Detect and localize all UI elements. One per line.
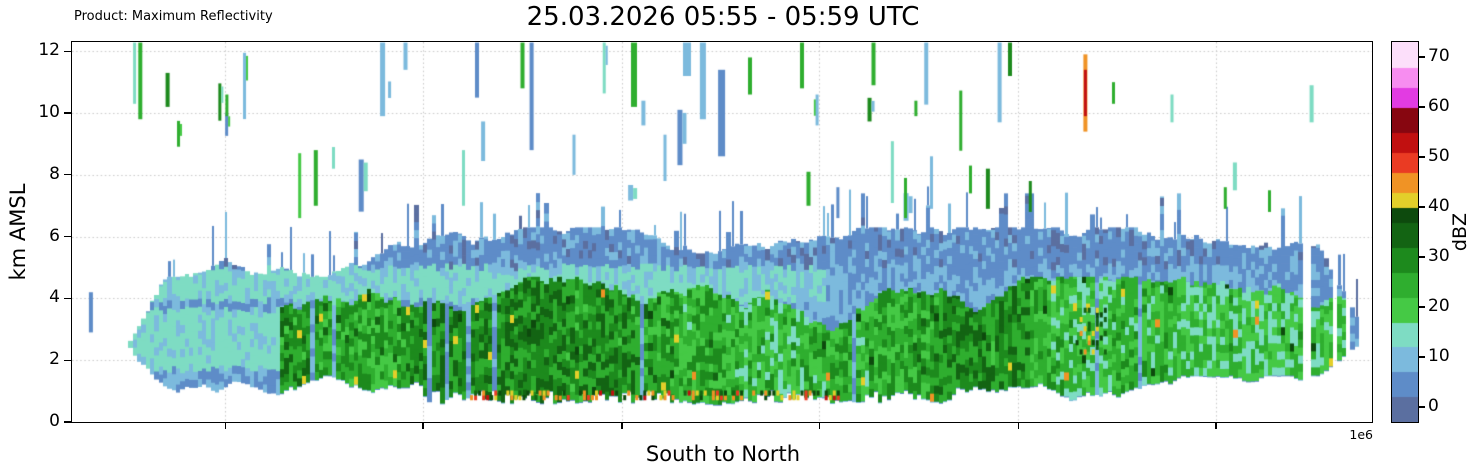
colorbar-tick xyxy=(1418,306,1425,308)
x-axis-tick xyxy=(621,422,623,429)
colorbar-tick-label: 30 xyxy=(1428,246,1450,266)
y-axis-tick-label: 0 xyxy=(49,411,60,431)
colorbar-tick-label: 10 xyxy=(1428,346,1450,366)
x-axis-tick xyxy=(1215,422,1217,429)
y-axis-tick xyxy=(64,235,72,238)
colorbar-tick xyxy=(1418,206,1425,208)
x-axis-tick xyxy=(224,422,227,429)
colorbar-tick-label: 20 xyxy=(1428,296,1450,316)
colorbar-gradient xyxy=(1392,42,1418,422)
reflectivity-heatmap xyxy=(72,42,1372,422)
y-axis-tick xyxy=(64,112,72,114)
y-axis-tick-label: 4 xyxy=(49,287,60,308)
y-axis-tick xyxy=(64,421,72,423)
y-axis-tick-label: 12 xyxy=(38,40,60,61)
colorbar-tick xyxy=(1418,56,1425,58)
colorbar-tick-label: 70 xyxy=(1428,46,1450,66)
colorbar-tick-label: 0 xyxy=(1428,396,1439,416)
y-axis-tick-label: 8 xyxy=(49,163,60,184)
product-label: Product: Maximum Reflectivity xyxy=(74,9,273,24)
y-axis-tick xyxy=(64,297,72,300)
y-axis-tick xyxy=(64,50,72,52)
y-axis-tick xyxy=(64,359,72,361)
y-axis-tick-label: 6 xyxy=(49,225,60,246)
colorbar-tick-label: 50 xyxy=(1428,146,1450,166)
colorbar-tick xyxy=(1418,356,1425,358)
y-axis-tick-label: 2 xyxy=(49,349,60,370)
y-axis-tick-label: 10 xyxy=(38,102,60,123)
colorbar-tick xyxy=(1418,406,1425,408)
x-axis-label: South to North xyxy=(645,442,801,466)
colorbar-tick xyxy=(1418,156,1425,158)
y-axis-tick xyxy=(64,174,72,176)
x-axis-tick xyxy=(1017,422,1020,429)
x-axis-offset-label: 1e6 xyxy=(1349,427,1373,442)
x-axis-tick xyxy=(422,422,424,429)
colorbar-tick xyxy=(1418,106,1425,108)
colorbar-tick-label: 60 xyxy=(1428,96,1450,116)
chart-title: 25.03.2026 05:55 - 05:59 UTC xyxy=(526,2,920,32)
colorbar-tick-label: 40 xyxy=(1428,196,1450,216)
colorbar-tick xyxy=(1418,256,1425,258)
x-axis-tick xyxy=(818,422,821,429)
